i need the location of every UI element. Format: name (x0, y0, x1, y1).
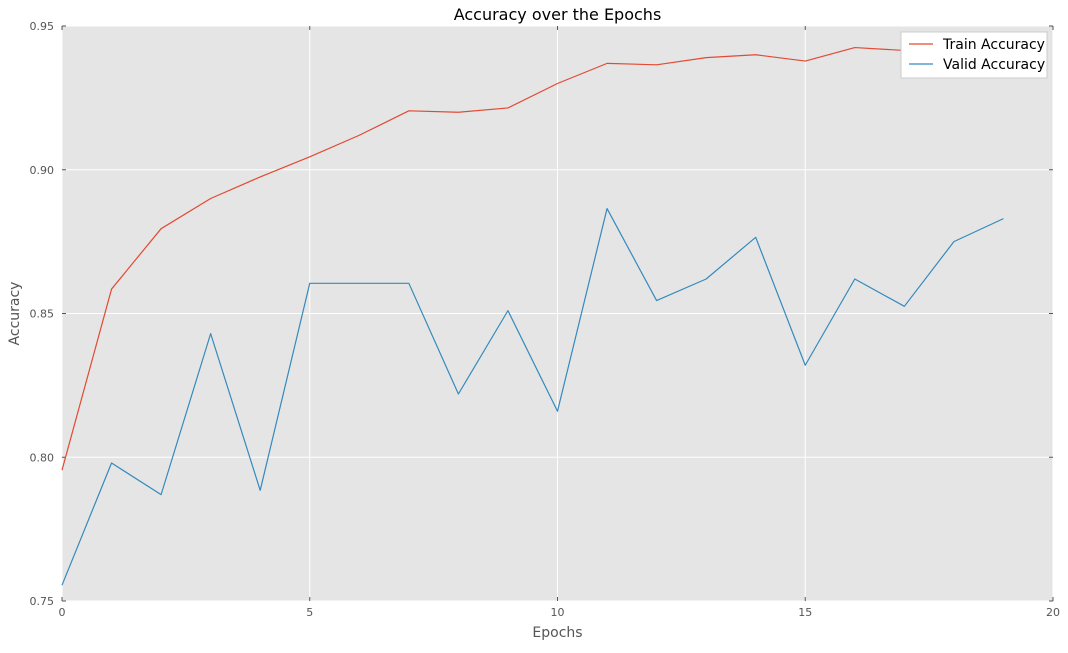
axis-ticks: 0 5 10 15 20 0.75 0.80 0.85 0.90 0.95 (30, 20, 1061, 619)
legend-label-valid-accuracy: Valid Accuracy (943, 57, 1045, 73)
y-tick-label: 0.75 (30, 595, 55, 608)
x-tick-label: 15 (798, 606, 812, 619)
y-tick-label: 0.85 (30, 308, 55, 321)
y-tick-label: 0.80 (30, 451, 55, 464)
series-line-valid-accuracy (61, 207, 1004, 586)
chart-title: Accuracy over the Epochs (454, 5, 662, 24)
legend-box (900, 31, 1048, 79)
y-tick-label: 0.90 (30, 164, 55, 177)
x-tick-label: 5 (306, 606, 313, 619)
series-lines (61, 41, 1004, 586)
x-axis-label: Epochs (532, 625, 582, 641)
x-tick-label: 10 (551, 606, 565, 619)
y-tick-label: 0.95 (30, 20, 55, 33)
series-line-train-accuracy (61, 41, 1004, 471)
legend: Train Accuracy Valid Accuracy (900, 31, 1048, 79)
x-tick-label: 20 (1046, 606, 1060, 619)
legend-label-train-accuracy: Train Accuracy (942, 37, 1045, 53)
x-tick-label: 0 (59, 606, 66, 619)
y-axis-label: Accuracy (7, 282, 23, 346)
